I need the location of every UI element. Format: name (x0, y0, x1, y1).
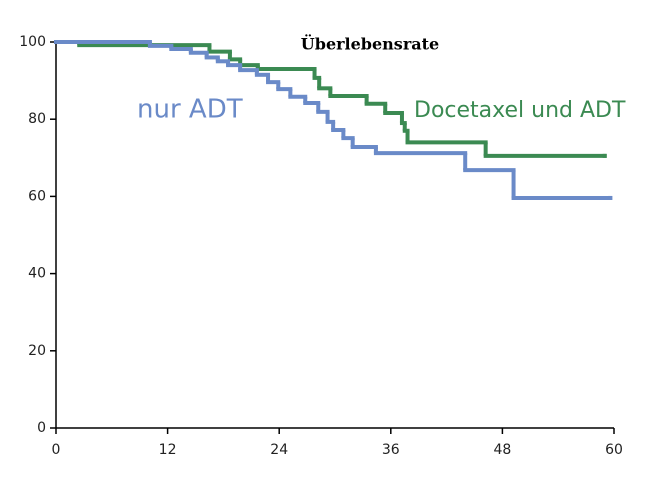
y-tick-label: 60 (28, 188, 46, 204)
y-tick-label: 80 (28, 111, 46, 127)
x-tick-label: 0 (52, 442, 61, 458)
x-tick-label: 36 (382, 442, 400, 458)
y-tick-label: 100 (19, 34, 46, 50)
series-label: nur ADT (137, 95, 243, 125)
x-tick-label: 60 (605, 442, 623, 458)
y-tick-label: 20 (28, 343, 46, 359)
y-tick-label: 40 (28, 266, 46, 282)
x-tick-label: 48 (493, 442, 511, 458)
x-tick-label: 24 (270, 442, 288, 458)
chart-title: Überlebensrate (301, 34, 439, 54)
y-tick-label: 0 (37, 420, 46, 436)
x-tick-label: 12 (159, 442, 177, 458)
series-label: Docetaxel und ADT (414, 98, 626, 123)
